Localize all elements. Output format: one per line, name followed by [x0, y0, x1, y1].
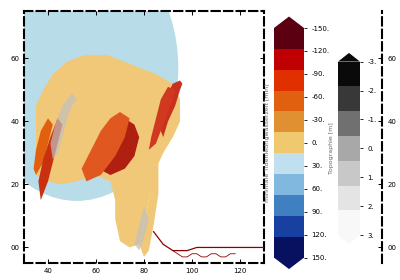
Bar: [274, 153, 304, 174]
Bar: [274, 174, 304, 195]
Bar: [274, 111, 304, 132]
Polygon shape: [274, 17, 304, 28]
Bar: [338, 87, 360, 111]
Bar: [338, 136, 360, 161]
Polygon shape: [82, 112, 130, 181]
Bar: [338, 111, 360, 136]
Bar: [338, 62, 360, 87]
Polygon shape: [149, 87, 175, 150]
Polygon shape: [139, 156, 158, 257]
Polygon shape: [161, 80, 182, 137]
Bar: [274, 91, 304, 111]
Bar: [274, 70, 304, 91]
Y-axis label: Topographie [m]: Topographie [m]: [329, 123, 334, 174]
Polygon shape: [338, 235, 360, 244]
Polygon shape: [274, 258, 304, 269]
Polygon shape: [38, 118, 62, 200]
Polygon shape: [134, 207, 149, 251]
Polygon shape: [50, 93, 77, 159]
Circle shape: [0, 0, 178, 200]
Y-axis label: minimale Tideniedrigwasserzeit [min]: minimale Tideniedrigwasserzeit [min]: [265, 83, 270, 202]
Bar: [274, 132, 304, 153]
Polygon shape: [36, 55, 180, 248]
Bar: [338, 161, 360, 186]
Bar: [338, 210, 360, 235]
Bar: [274, 195, 304, 216]
Bar: [274, 216, 304, 237]
Bar: [274, 237, 304, 258]
Polygon shape: [338, 53, 360, 62]
Bar: [274, 28, 304, 49]
Bar: [338, 186, 360, 210]
Bar: [274, 49, 304, 70]
Polygon shape: [96, 118, 139, 175]
Polygon shape: [34, 118, 53, 175]
